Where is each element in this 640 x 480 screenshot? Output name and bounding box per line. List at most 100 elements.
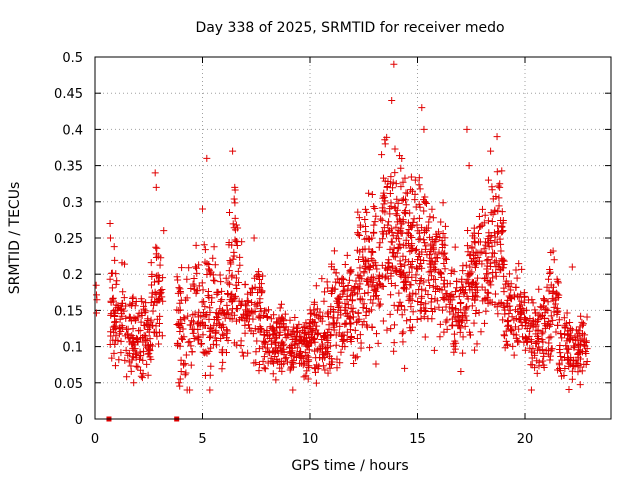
plot-frame: [94, 56, 612, 420]
data-point: [405, 293, 413, 301]
data-point: [420, 256, 428, 264]
data-point: [398, 155, 406, 163]
data-point: [345, 276, 353, 284]
data-point: [405, 239, 413, 247]
data-point: [352, 277, 360, 285]
data-point: [119, 288, 127, 296]
data-point: [440, 259, 448, 267]
data-point: [426, 260, 434, 268]
data-point: [223, 327, 231, 335]
data-point: [319, 362, 327, 370]
data-point: [132, 362, 140, 370]
data-point: [349, 313, 357, 321]
data-point: [370, 228, 378, 236]
data-point: [108, 284, 116, 292]
data-point: [453, 284, 461, 292]
data-point: [355, 214, 363, 222]
data-point: [300, 328, 308, 336]
data-point: [553, 308, 561, 316]
data-point: [335, 302, 343, 310]
data-point: [209, 254, 217, 262]
data-point: [583, 357, 591, 365]
data-point: [484, 270, 492, 278]
data-point: [422, 199, 430, 207]
data-point: [260, 337, 268, 345]
data-point: [230, 294, 238, 302]
data-point: [361, 245, 369, 253]
data-point: [411, 196, 419, 204]
data-point: [572, 337, 580, 345]
data-point: [439, 199, 447, 207]
data-point: [428, 205, 436, 213]
data-point: [440, 276, 448, 284]
data-point: [106, 341, 114, 349]
data-point: [418, 285, 426, 293]
data-point: [189, 329, 197, 337]
data-point: [341, 300, 349, 308]
data-point: [370, 221, 378, 229]
data-point: [428, 294, 436, 302]
data-point: [241, 280, 249, 288]
data-point: [526, 315, 534, 323]
data-point: [558, 372, 566, 380]
data-point: [398, 196, 406, 204]
data-point: [379, 317, 387, 325]
data-point: [540, 352, 548, 360]
data-point: [577, 312, 585, 320]
data-point: [203, 259, 211, 267]
data-point: [131, 345, 139, 353]
data-point: [379, 283, 387, 291]
data-point: [393, 211, 401, 219]
data-point: [93, 296, 101, 304]
data-point: [224, 289, 232, 297]
data-point: [499, 227, 507, 235]
data-point: [251, 274, 259, 282]
data-point: [422, 307, 430, 315]
data-point: [138, 374, 146, 382]
data-point: [223, 301, 231, 309]
data-point: [125, 358, 133, 366]
data-point: [147, 259, 155, 267]
data-point: [489, 268, 497, 276]
data-point: [391, 253, 399, 261]
data-point: [459, 333, 467, 341]
data-point: [441, 265, 449, 273]
data-point: [504, 296, 512, 304]
data-point: [106, 220, 114, 228]
data-point: [324, 369, 332, 377]
data-point: [223, 311, 231, 319]
data-point: [306, 306, 314, 314]
data-point: [578, 348, 586, 356]
data-point: [560, 314, 568, 322]
data-point: [545, 334, 553, 342]
data-point: [148, 270, 156, 278]
data-point: [245, 321, 253, 329]
data-point: [199, 331, 207, 339]
data-point: [303, 367, 311, 375]
data-point: [485, 232, 493, 240]
data-point: [312, 282, 320, 290]
data-point: [354, 317, 362, 325]
data-point: [302, 319, 310, 327]
data-point: [148, 342, 156, 350]
data-point: [154, 296, 162, 304]
data-point: [248, 299, 256, 307]
data-point: [463, 316, 471, 324]
data-point: [295, 320, 303, 328]
data-point: [368, 323, 376, 331]
data-point: [392, 234, 400, 242]
data-point: [554, 279, 562, 287]
data-point: [107, 269, 115, 277]
data-point: [124, 351, 132, 359]
data-point: [270, 311, 278, 319]
data-point: [515, 315, 523, 323]
data-point: [304, 353, 312, 361]
data-point: [403, 229, 411, 237]
data-point: [261, 365, 269, 373]
data-point: [140, 322, 148, 330]
data-point: [218, 330, 226, 338]
data-point: [407, 186, 415, 194]
data-point: [218, 287, 226, 295]
data-point: [582, 349, 590, 357]
data-point: [211, 277, 219, 285]
